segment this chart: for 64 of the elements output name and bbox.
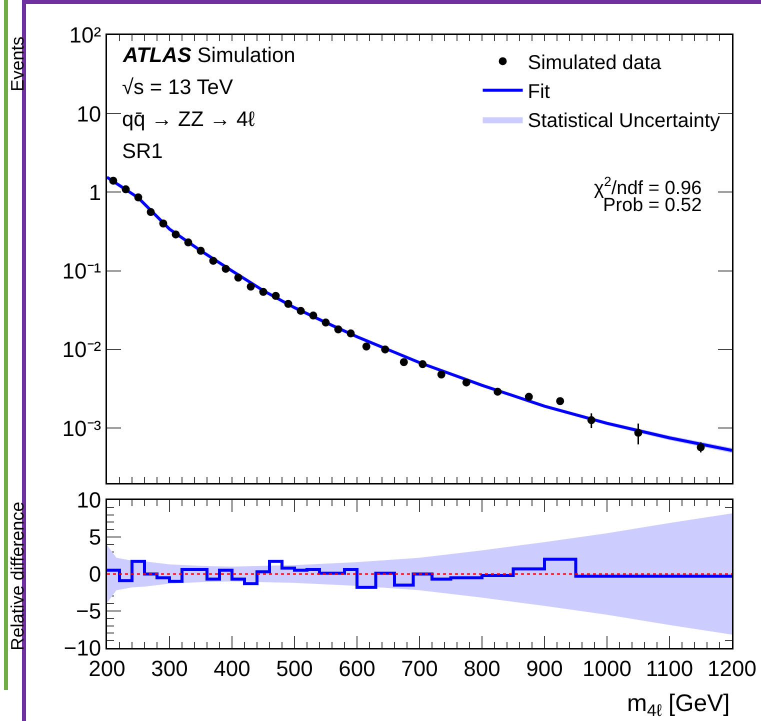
y-tick-label: 5 [88,524,102,550]
point [122,185,130,194]
annotation: Prob = 0.52 [603,195,702,216]
x-tick-label: 900 [526,656,563,681]
x-tick-label: 600 [338,656,376,681]
legend-label: Statistical Uncertainty [528,110,720,132]
point [309,312,318,320]
point [494,388,502,396]
point [234,274,242,282]
y-tick-label: 10⁻³ [62,416,102,441]
x-tick-label: 300 [151,656,188,681]
point [296,306,305,315]
x-tick-label: 500 [276,656,313,681]
legend-label: Simulated data [528,52,662,74]
point [524,392,533,401]
y-tick-label: 10 [76,488,102,513]
point [346,329,355,338]
y-tick-label: 1 [88,180,102,205]
point [184,238,192,246]
y-axis-title: Events [8,36,28,92]
point [462,378,470,386]
point [381,345,390,354]
line-series [107,176,732,452]
x-axis-title: m$_{4ℓ}$ [GeV] [627,690,730,720]
point [172,230,180,238]
y-tick-label: 10 [76,101,102,126]
x-tick-label: 1200 [708,656,756,681]
point [418,360,427,368]
point [322,318,330,327]
x-tick-label: 1000 [582,656,632,681]
point [284,300,292,308]
point [334,325,342,334]
y-tick-label: 10⁻¹ [62,258,102,284]
legend-label: Fit [528,81,550,104]
point [634,428,642,437]
point [587,416,596,424]
point [109,176,118,185]
point [556,397,564,406]
point [196,246,205,255]
point [246,282,255,291]
x-tick-label: 400 [214,656,250,681]
point [437,370,446,378]
y-tick-label: −5 [76,598,102,624]
annotation: ATLAS Simulation [122,44,296,67]
y-axis-title: Relative difference [8,502,28,650]
y-tick-label: 10² [69,22,102,48]
x-tick-label: 700 [401,656,438,681]
annotation: √s = 13 TeV [122,76,233,99]
y-tick-label: 0 [88,562,102,587]
x-tick-label: 1100 [646,656,694,681]
point [362,342,370,350]
point [159,220,168,228]
annotation: qq̄ → ZZ → 4ℓ [122,108,256,131]
point [272,292,280,300]
point [209,256,218,265]
point [259,288,268,296]
x-tick-label: 800 [464,656,500,681]
point [696,443,705,452]
point [400,358,408,366]
point [146,208,155,216]
y-tick-label: 10⁻² [62,337,102,362]
point [222,264,230,273]
annotation: SR1 [122,140,163,163]
point [134,193,142,202]
